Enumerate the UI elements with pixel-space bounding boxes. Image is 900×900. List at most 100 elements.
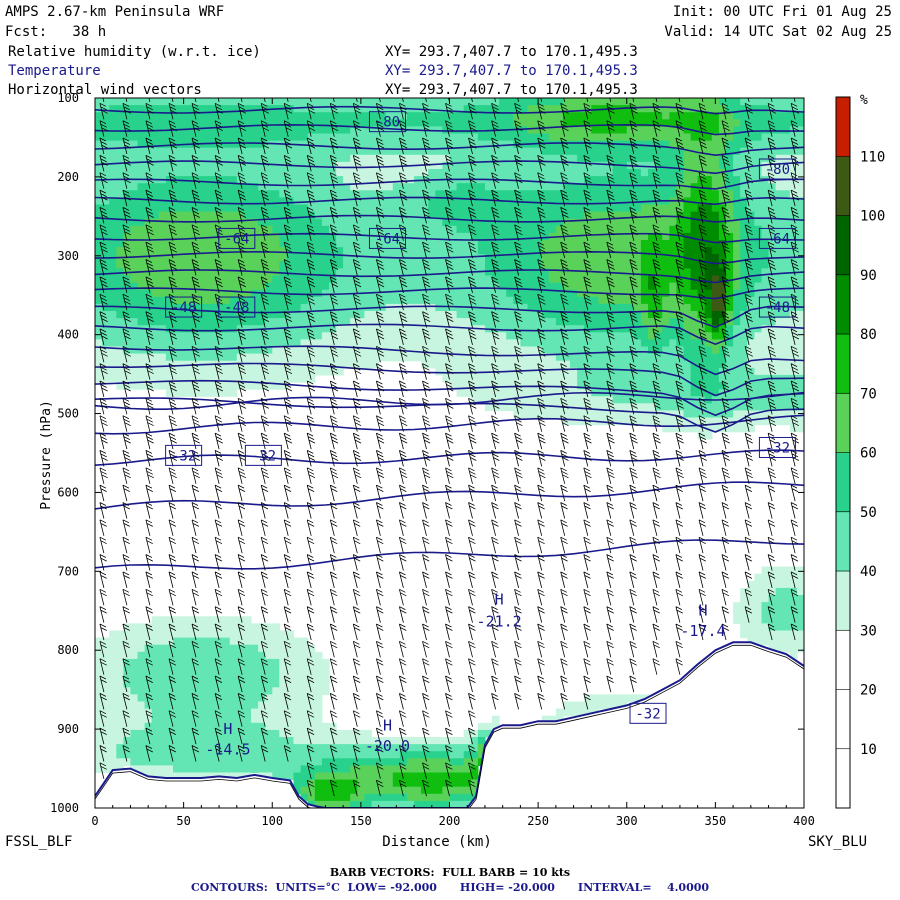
rh-cell [697,133,706,142]
rh-cell [513,211,521,220]
rh-cell [222,346,231,355]
rh-cell [329,105,337,113]
rh-cell [740,268,748,277]
rh-cell [690,140,699,149]
rh-cell [555,197,564,206]
rh-cell [123,247,132,255]
rh-cell [662,161,670,170]
rh-cell [201,133,209,142]
rh-cell [300,105,309,113]
rh-cell [222,353,231,362]
rh-cell [676,311,685,319]
rh-cell [726,325,734,333]
rh-cell [605,240,614,248]
rh-cell [676,360,685,369]
rh-cell [243,105,252,113]
rh-cell [165,715,174,724]
rh-cell [222,105,231,113]
rh-cell [300,715,309,724]
rh-cell [265,744,273,752]
rh-cell [726,417,734,426]
rh-cell [165,204,174,213]
rh-cell [95,758,103,766]
rh-cell [208,126,217,135]
rh-cell [109,169,117,177]
rh-cell [633,105,642,113]
rh-cell [194,268,202,277]
rh-cell [718,140,727,149]
rh-cell [605,410,614,419]
rh-cell [371,225,380,234]
rh-cell [329,722,337,731]
rh-cell [208,644,217,653]
rh-cell [102,367,110,376]
rh-cell [527,389,536,397]
rh-cell [201,126,209,135]
rh-cell [215,126,224,135]
rh-cell [130,218,139,227]
rh-cell [697,311,706,319]
rh-cell [194,133,202,142]
rh-cell [173,765,181,774]
rh-cell [619,325,628,333]
rh-cell [385,318,394,326]
rh-cell [321,105,330,113]
rh-cell [208,261,217,269]
rh-cell [222,630,231,639]
rh-cell [251,176,259,184]
rh-cell [407,247,415,255]
rh-cell [562,701,571,710]
rh-cell [626,218,635,227]
rh-cell [194,673,202,681]
rh-cell [314,154,323,163]
rh-cell [598,161,607,170]
rh-cell [470,183,479,191]
rh-cell [428,268,436,277]
rh-cell [470,360,479,369]
rh-cell [293,744,302,752]
rh-cell [258,701,266,710]
rh-cell [201,374,209,383]
rh-cell [343,800,351,808]
rh-cell [669,204,677,213]
rh-cell [534,140,543,149]
rh-cell [321,353,330,362]
rh-cell [555,282,564,291]
rh-cell [95,374,103,383]
rh-cell [272,644,280,653]
rh-cell [109,232,117,241]
rh-cell [279,254,287,262]
rh-cell [378,119,387,127]
rh-cell [378,800,387,808]
rh-cell [144,374,153,383]
rh-cell [258,722,266,731]
rh-cell [733,119,741,127]
rh-cell [95,133,103,142]
rh-cell [229,318,238,326]
rh-cell [251,644,259,653]
rh-cell [229,247,238,255]
rh-cell [470,311,479,319]
rh-cell [633,410,642,419]
rh-cell [251,737,259,745]
rh-cell [655,232,663,241]
valid-time: Valid: 14 UTC Sat 02 Aug 25 [664,24,892,40]
rh-cell [258,765,266,774]
rh-cell [364,786,373,795]
rh-cell [407,190,415,198]
rh-cell [300,666,309,674]
rh-cell [399,268,408,277]
rh-cell [307,204,316,213]
rh-cell [95,296,103,305]
rh-cell [243,190,252,198]
rh-cell [243,729,252,738]
rh-cell [336,161,344,170]
rh-cell [251,154,259,163]
rh-cell [690,119,699,127]
rh-cell [109,204,117,213]
rh-cell [286,644,295,653]
rh-cell [251,687,259,695]
rh-cell [279,303,287,312]
rh-cell [392,133,401,142]
rh-cell [456,112,465,120]
